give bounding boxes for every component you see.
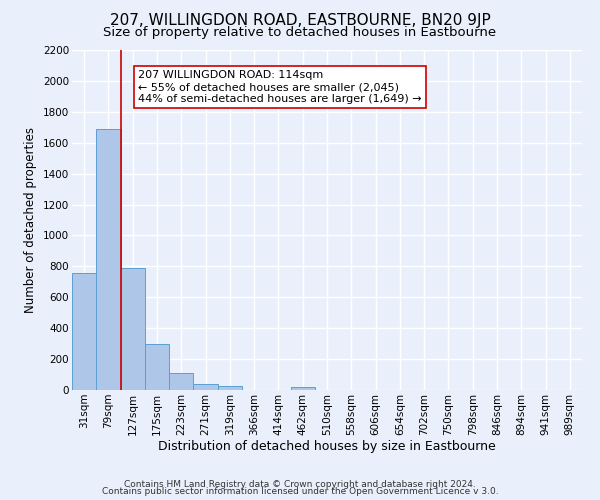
Text: 207, WILLINGDON ROAD, EASTBOURNE, BN20 9JP: 207, WILLINGDON ROAD, EASTBOURNE, BN20 9… xyxy=(110,12,490,28)
Bar xyxy=(145,344,169,390)
Bar xyxy=(169,373,193,390)
Bar xyxy=(96,129,121,390)
Bar xyxy=(72,272,96,390)
Text: Contains public sector information licensed under the Open Government Licence v : Contains public sector information licen… xyxy=(101,488,499,496)
Y-axis label: Number of detached properties: Number of detached properties xyxy=(25,127,37,313)
Bar xyxy=(193,384,218,390)
Bar xyxy=(290,387,315,390)
Text: 207 WILLINGDON ROAD: 114sqm
← 55% of detached houses are smaller (2,045)
44% of : 207 WILLINGDON ROAD: 114sqm ← 55% of det… xyxy=(139,70,422,104)
Bar xyxy=(121,268,145,390)
Bar xyxy=(218,386,242,390)
X-axis label: Distribution of detached houses by size in Eastbourne: Distribution of detached houses by size … xyxy=(158,440,496,454)
Text: Contains HM Land Registry data © Crown copyright and database right 2024.: Contains HM Land Registry data © Crown c… xyxy=(124,480,476,489)
Text: Size of property relative to detached houses in Eastbourne: Size of property relative to detached ho… xyxy=(103,26,497,39)
